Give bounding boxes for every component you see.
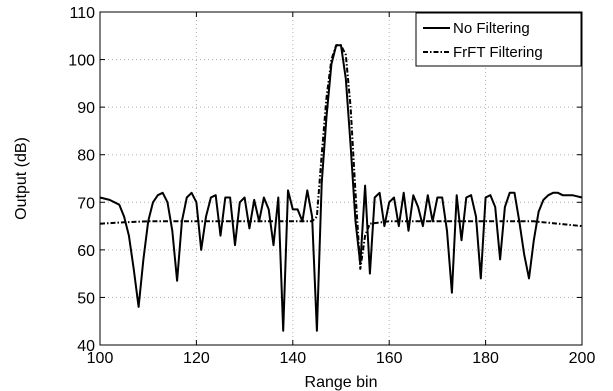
legend: No Filtering FrFT Filtering [415, 12, 582, 67]
x-tick-label: 140 [279, 350, 306, 367]
x-tick-label: 100 [87, 350, 114, 367]
y-tick-label: 70 [77, 195, 95, 212]
x-tick-label: 160 [376, 350, 403, 367]
y-axis-label: Output (dB) [13, 137, 30, 220]
legend-label-frft-filtering: FrFT Filtering [453, 44, 543, 61]
y-tick-label: 80 [77, 148, 95, 165]
series-line-no-filtering [99, 44, 583, 332]
y-tick-label: 60 [77, 243, 95, 260]
axis-ticks: 100 120 140 160 180 200 40 50 60 70 80 90 100 110 [68, 5, 595, 367]
plot-lines [99, 44, 583, 332]
y-tick-label: 90 [77, 100, 95, 117]
y-tick-label: 100 [68, 53, 95, 70]
legend-box [415, 12, 582, 67]
x-tick-label: 180 [472, 350, 499, 367]
x-tick-label: 200 [569, 350, 596, 367]
y-tick-label: 40 [77, 338, 95, 355]
y-tick-label: 50 [77, 290, 95, 307]
x-axis-label: Range bin [305, 374, 378, 391]
legend-label-no-filtering: No Filtering [453, 20, 530, 37]
plot-frame [99, 11, 583, 346]
y-tick-label: 110 [69, 5, 95, 22]
x-tick-label: 120 [183, 350, 210, 367]
series-line-frft-filtering [99, 44, 583, 270]
